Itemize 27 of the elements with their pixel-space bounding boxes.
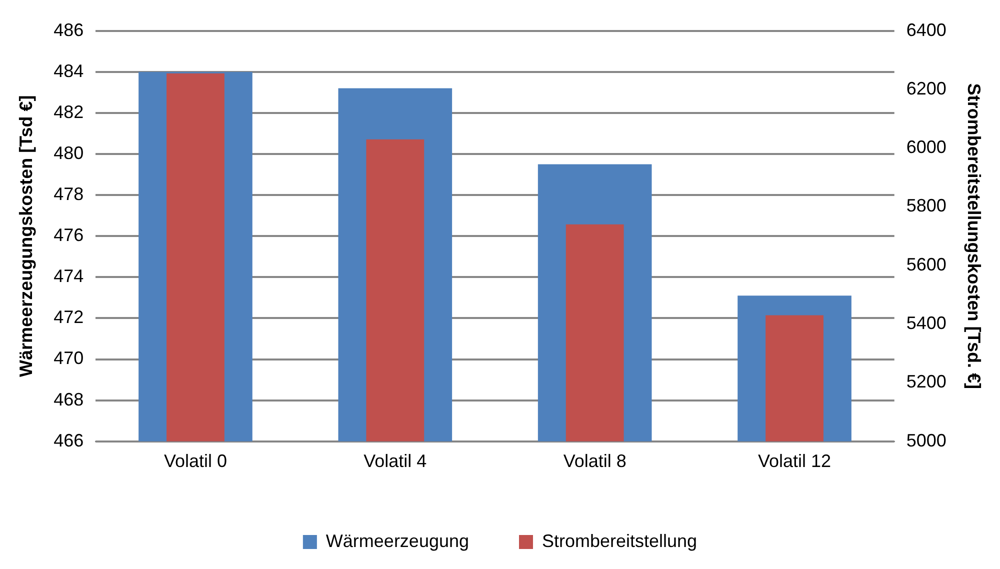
legend-label: Strombereitstellung — [542, 530, 698, 551]
y-tick-label: 472 — [54, 307, 84, 328]
y-tick-label: 476 — [54, 225, 84, 246]
y2-tick-label: 5000 — [906, 430, 946, 450]
y2-tick-label: 5800 — [906, 196, 946, 216]
y2-tick-label: 6000 — [906, 137, 946, 158]
y-tick-label: 474 — [54, 266, 84, 286]
y-tick-label: 478 — [54, 184, 84, 204]
y-tick-label: 470 — [54, 348, 84, 368]
y2-tick-label: 5200 — [906, 372, 946, 392]
x-tick-label: Volatil 4 — [364, 451, 427, 472]
y-tick-label: 468 — [54, 389, 84, 410]
y-tick-label: 486 — [54, 20, 84, 40]
y2-tick-label: 5400 — [906, 313, 946, 334]
x-tick-label: Volatil 12 — [758, 451, 832, 472]
y2-tick-label: 6200 — [906, 78, 946, 98]
y2-axis-title: Strombereitstellungskosten [Tsd. €] — [964, 83, 984, 389]
legend-label: Wärmeerzeugung — [326, 530, 470, 551]
y2-tick-label: 5600 — [906, 254, 946, 274]
y-tick-label: 466 — [54, 430, 84, 450]
y-tick-label: 480 — [54, 142, 84, 163]
y2-tick-label: 6400 — [906, 20, 946, 40]
x-tick-label: Volatil 0 — [164, 451, 227, 472]
y-tick-label: 482 — [54, 102, 84, 122]
y-tick-label: 484 — [54, 60, 84, 81]
x-tick-label: Volatil 8 — [563, 451, 626, 472]
y-axis-title: Wärmeerzeugungskosten [Tsd €] — [16, 95, 36, 377]
